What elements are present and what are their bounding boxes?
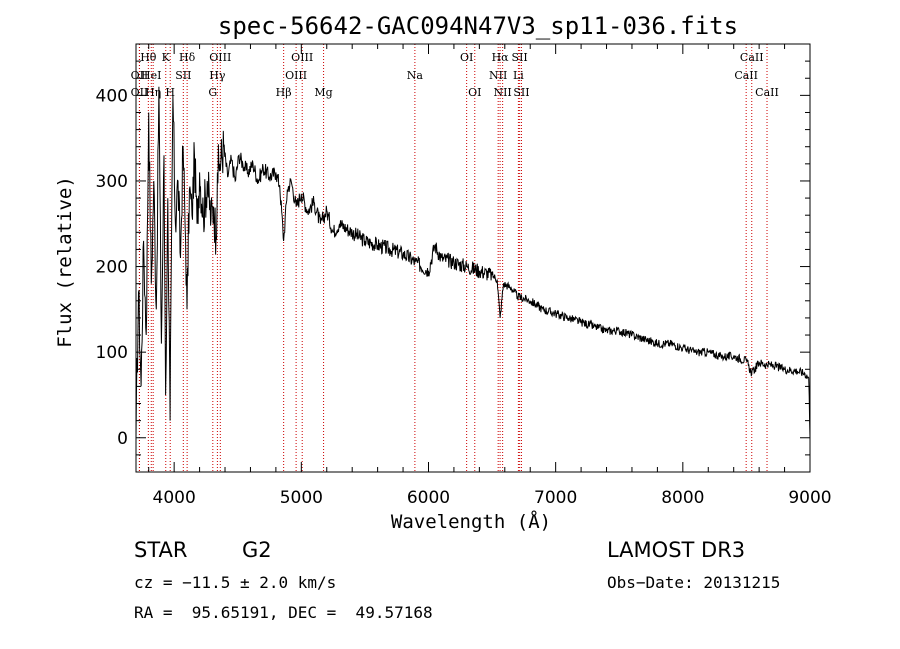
y-tick-label: 400 [96, 86, 128, 106]
line-label: SII [513, 86, 529, 99]
line-label: SII [175, 69, 191, 82]
line-label: G [208, 86, 217, 99]
line-label: OIII [285, 69, 307, 82]
x-axis-ticks: 4000 5000 6000 7000 8000 9000 [148, 44, 832, 508]
y-axis-label: Flux (relative) [54, 176, 76, 348]
x-tick-label: 9000 [788, 488, 831, 508]
y-tick-label: 0 [117, 429, 128, 449]
line-label: NII [489, 69, 507, 82]
line-label: OI [468, 86, 481, 99]
line-label: Hθ [140, 51, 157, 64]
survey-name: LAMOST DR3 [607, 538, 746, 562]
redshift-velocity: cz = −11.5 ± 2.0 km/s [134, 573, 337, 592]
plot-frame [135, 43, 811, 473]
object-subclass: G2 [242, 538, 272, 562]
x-tick-label: 8000 [661, 488, 704, 508]
line-label: Hγ [209, 69, 226, 82]
line-label: CaII [755, 86, 779, 99]
coordinates: RA = 95.65191, DEC = 49.57168 [134, 603, 433, 622]
line-label: SII [512, 51, 528, 64]
line-label: H [165, 86, 175, 99]
line-label: Hα [492, 51, 510, 64]
y-tick-label: 200 [96, 258, 128, 278]
line-label: OIII [291, 51, 313, 64]
spectrum-series [135, 86, 811, 438]
line-label: CaII [734, 69, 758, 82]
line-label: Hδ [179, 51, 196, 64]
y-tick-label: 300 [96, 172, 128, 192]
x-axis-label: Wavelength (Å) [391, 510, 551, 533]
line-label: CaII [740, 51, 764, 64]
chart-title: spec-56642-GAC094N47V3_sp11-036.fits [218, 12, 738, 40]
line-label: Na [407, 69, 424, 82]
line-label: Hβ [276, 86, 292, 99]
line-label: Mg [314, 86, 332, 99]
line-label: K [162, 51, 171, 64]
x-tick-label: 6000 [407, 488, 450, 508]
line-label: NII [493, 86, 511, 99]
x-tick-label: 4000 [153, 488, 196, 508]
y-tick-label: 100 [96, 343, 128, 363]
spectrum-line [135, 86, 811, 438]
line-label: Li [513, 69, 524, 82]
line-label: OII [131, 69, 149, 82]
line-label: HeI [141, 69, 161, 82]
line-label: Hη [145, 86, 161, 99]
line-label: OIII [209, 51, 231, 64]
object-class: STAR [134, 538, 188, 562]
observation-date: Obs−Date: 20131215 [607, 573, 781, 592]
x-tick-label: 7000 [534, 488, 577, 508]
line-label: OI [460, 51, 473, 64]
x-tick-label: 5000 [280, 488, 323, 508]
